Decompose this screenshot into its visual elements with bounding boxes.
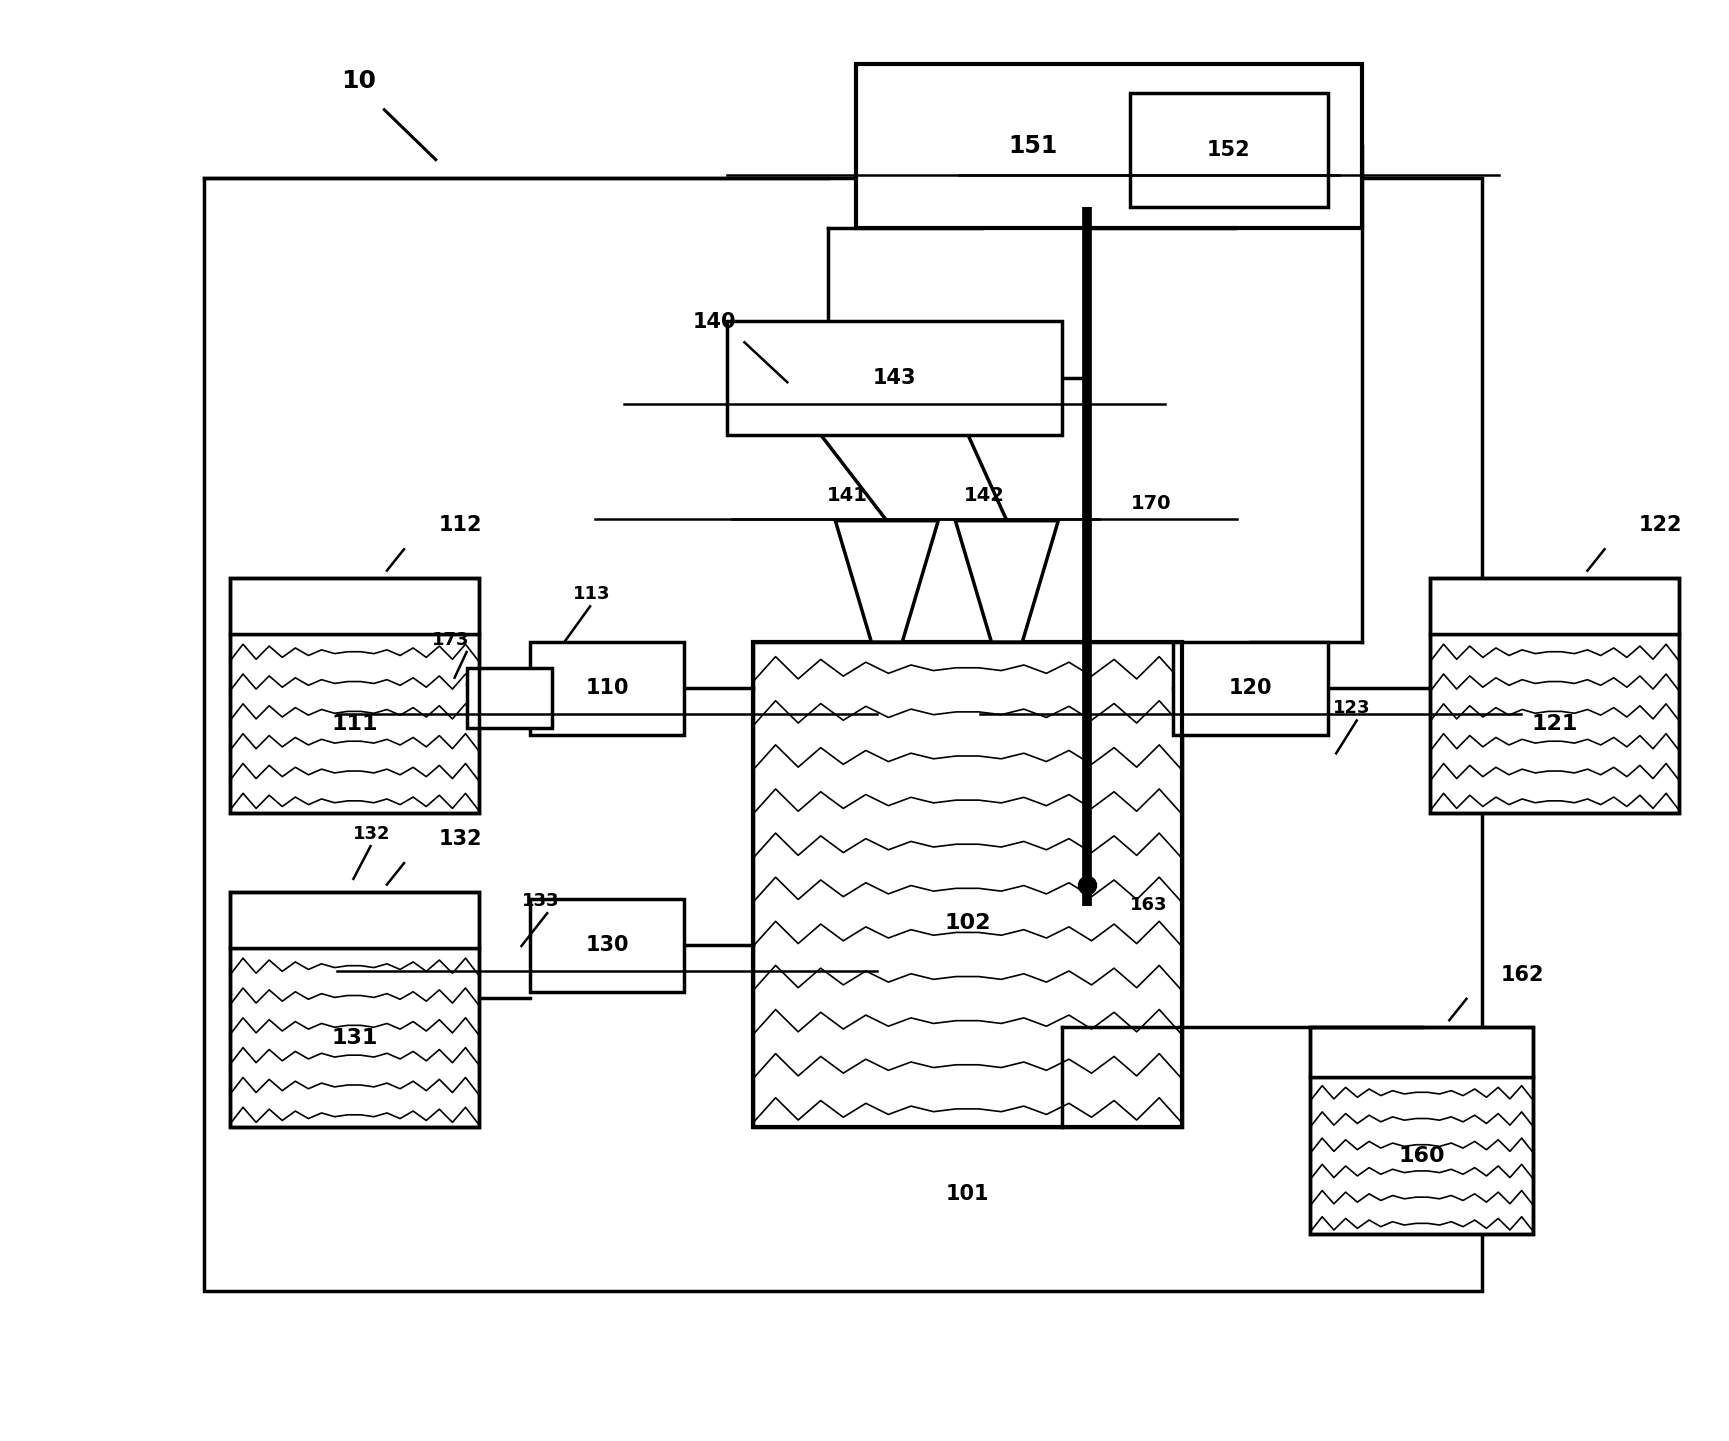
Text: 101: 101 xyxy=(946,1185,989,1205)
Text: 120: 120 xyxy=(1229,679,1273,699)
Bar xyxy=(1430,634,1679,813)
Text: 163: 163 xyxy=(1131,896,1167,914)
Bar xyxy=(856,63,1362,228)
Text: 112: 112 xyxy=(437,514,482,535)
Bar xyxy=(728,321,1062,435)
Bar xyxy=(1131,92,1328,206)
Polygon shape xyxy=(835,520,939,643)
Text: 110: 110 xyxy=(586,679,629,699)
Bar xyxy=(1311,1027,1534,1235)
Text: 152: 152 xyxy=(1207,140,1250,160)
Text: 140: 140 xyxy=(693,313,737,331)
Text: 173: 173 xyxy=(432,631,470,648)
Text: 132: 132 xyxy=(353,824,391,843)
Text: 131: 131 xyxy=(330,1027,377,1048)
Bar xyxy=(230,634,479,813)
Text: 122: 122 xyxy=(1639,514,1682,535)
Text: 132: 132 xyxy=(437,829,482,849)
Bar xyxy=(230,578,479,634)
Bar xyxy=(754,643,1183,1127)
Text: 130: 130 xyxy=(586,935,629,955)
Bar xyxy=(1430,578,1679,634)
Text: 121: 121 xyxy=(1532,713,1579,733)
Text: 123: 123 xyxy=(1333,699,1369,718)
Bar xyxy=(230,578,479,813)
Bar xyxy=(230,892,479,1127)
Text: 133: 133 xyxy=(522,892,558,911)
Bar xyxy=(230,892,479,948)
Text: 113: 113 xyxy=(572,585,610,604)
Bar xyxy=(1430,578,1679,813)
Text: 102: 102 xyxy=(944,914,991,934)
Bar xyxy=(204,179,1482,1291)
Text: 162: 162 xyxy=(1501,964,1544,984)
Bar xyxy=(1311,1027,1534,1076)
Polygon shape xyxy=(956,520,1058,643)
Bar xyxy=(467,667,552,728)
Bar xyxy=(754,643,1183,1127)
Text: 151: 151 xyxy=(1008,134,1058,159)
Bar xyxy=(230,948,479,1127)
Text: 111: 111 xyxy=(330,713,377,733)
Text: 160: 160 xyxy=(1399,1146,1445,1166)
Bar xyxy=(531,643,685,735)
Text: 141: 141 xyxy=(826,486,868,504)
Text: 170: 170 xyxy=(1131,494,1171,513)
Text: 142: 142 xyxy=(965,486,1005,504)
Text: 10: 10 xyxy=(341,69,377,94)
Bar xyxy=(1174,643,1328,735)
Bar xyxy=(531,899,685,991)
Bar xyxy=(1311,1076,1534,1235)
Text: 143: 143 xyxy=(873,367,916,388)
